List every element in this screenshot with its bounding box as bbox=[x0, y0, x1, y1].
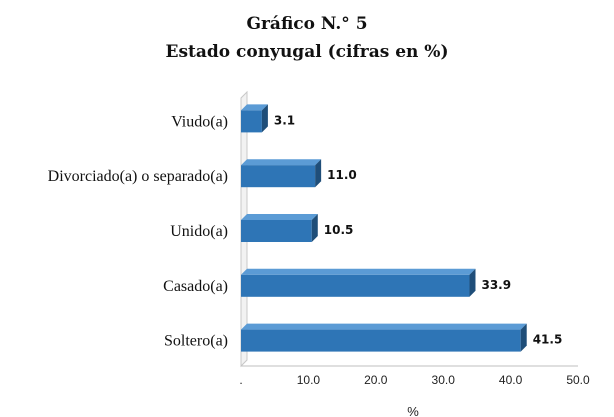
category-label: Divorciado(a) o separado(a) bbox=[48, 168, 228, 185]
bar bbox=[241, 159, 322, 188]
bar-front-face bbox=[241, 329, 521, 352]
data-label: 33.9 bbox=[481, 278, 511, 292]
category-label: Viudo(a) bbox=[171, 113, 228, 130]
bar-top-face bbox=[241, 323, 527, 330]
bar-top-face bbox=[241, 268, 476, 275]
chart-subtitle: Estado conyugal (cifras en %) bbox=[165, 42, 449, 62]
category-label: Unido(a) bbox=[170, 223, 228, 240]
bar-side-face bbox=[315, 159, 322, 188]
chart-title: Gráfico N.° 5 bbox=[246, 14, 368, 34]
bar-front-face bbox=[241, 220, 312, 242]
bar-side-face bbox=[520, 323, 527, 352]
bar-side-face bbox=[261, 104, 268, 133]
data-label: 3.1 bbox=[274, 113, 295, 127]
x-tick-label: . bbox=[239, 373, 242, 387]
x-axis-label: % bbox=[407, 404, 419, 417]
bar-side-face bbox=[469, 268, 476, 297]
x-tick-label: 40.0 bbox=[499, 373, 523, 387]
bar bbox=[241, 104, 268, 133]
bar-top-face bbox=[241, 159, 322, 166]
x-tick-label: 10.0 bbox=[297, 373, 321, 387]
data-label: 11.0 bbox=[327, 168, 357, 182]
bar-top-face bbox=[241, 104, 268, 111]
data-label: 10.5 bbox=[324, 223, 354, 237]
bar-top-face bbox=[241, 214, 318, 220]
bar-front-face bbox=[241, 274, 470, 297]
bar-front-face bbox=[241, 110, 262, 133]
bar-side-face bbox=[311, 214, 318, 242]
x-tick-label: 20.0 bbox=[364, 373, 388, 387]
category-label: Soltero(a) bbox=[164, 333, 228, 350]
bar bbox=[241, 214, 318, 242]
bar-front-face bbox=[241, 165, 316, 188]
x-tick-label: 50.0 bbox=[566, 373, 590, 387]
bar bbox=[241, 323, 527, 352]
x-tick-label: 30.0 bbox=[432, 373, 456, 387]
data-label: 41.5 bbox=[533, 333, 563, 347]
category-label: Casado(a) bbox=[163, 278, 228, 295]
bar bbox=[241, 268, 476, 297]
